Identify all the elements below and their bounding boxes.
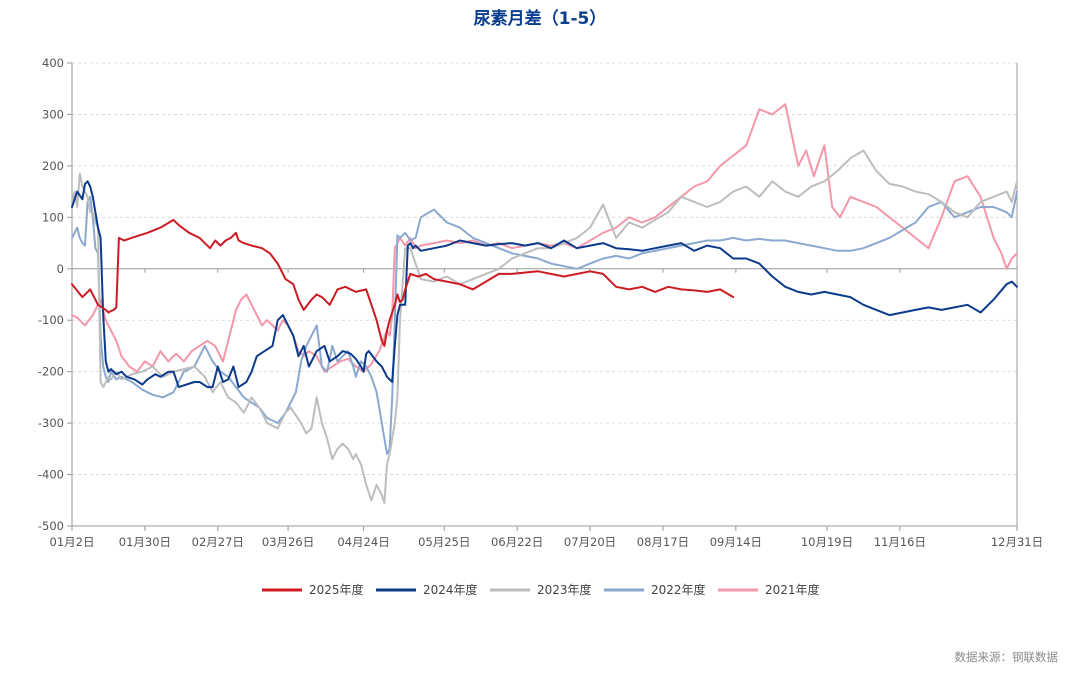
y-tick-label: -200 bbox=[38, 365, 64, 379]
x-tick-label: 01月2日 bbox=[50, 535, 95, 549]
legend-label: 2023年度 bbox=[537, 582, 592, 597]
series-line-2022年度 bbox=[71, 190, 1018, 455]
y-tick-label: 0 bbox=[57, 262, 64, 276]
x-tick-label: 10月19日 bbox=[801, 535, 853, 549]
legend-label: 2022年度 bbox=[651, 582, 706, 597]
x-tick-label: 07月20日 bbox=[564, 535, 616, 549]
source-note: 数据来源：钢联数据 bbox=[954, 650, 1059, 664]
legend: 2025年度 2024年度 2023年度 2022年度 2021年度 bbox=[262, 582, 820, 597]
legend-label: 2025年度 bbox=[309, 582, 364, 597]
x-tick-label: 04月24日 bbox=[337, 535, 389, 549]
y-tick-label: -300 bbox=[38, 416, 64, 430]
grid-layer bbox=[72, 62, 1017, 475]
series-line-2025年度 bbox=[71, 218, 735, 347]
y-tick-label: -100 bbox=[38, 313, 64, 327]
x-tick-label: 06月22日 bbox=[491, 535, 543, 549]
series-line-2024年度 bbox=[71, 180, 1018, 389]
x-tick-label: 12月31日 bbox=[991, 535, 1043, 549]
x-tick-label: 01月30日 bbox=[119, 535, 171, 549]
y-tick-label: 400 bbox=[42, 56, 64, 70]
x-tick-label: 08月17日 bbox=[637, 535, 689, 549]
chart-title: 尿素月差（1-5） bbox=[473, 9, 607, 29]
legend-label: 2024年度 bbox=[423, 582, 478, 597]
series-line-2021年度 bbox=[71, 103, 1018, 373]
y-tick-label: 100 bbox=[42, 210, 64, 224]
y-tick-label: 300 bbox=[42, 107, 64, 121]
x-tick-label: 03月26日 bbox=[262, 535, 314, 549]
y-tick-label: -500 bbox=[38, 519, 64, 533]
axis-layer: 400 300 200 100 0 -100 -200 -300 -400 -500 01月2日 01… bbox=[38, 56, 1043, 549]
x-tick-label: 05月25日 bbox=[418, 535, 470, 549]
y-tick-label: 200 bbox=[42, 159, 64, 173]
x-tick-label: 09月14日 bbox=[710, 535, 762, 549]
x-tick-label: 11月16日 bbox=[874, 535, 926, 549]
y-tick-label: -400 bbox=[38, 468, 64, 482]
series-layer bbox=[71, 103, 1018, 504]
x-tick-label: 02月27日 bbox=[192, 535, 244, 549]
legend-label: 2021年度 bbox=[765, 582, 820, 597]
series-line-2023年度 bbox=[71, 149, 1018, 504]
